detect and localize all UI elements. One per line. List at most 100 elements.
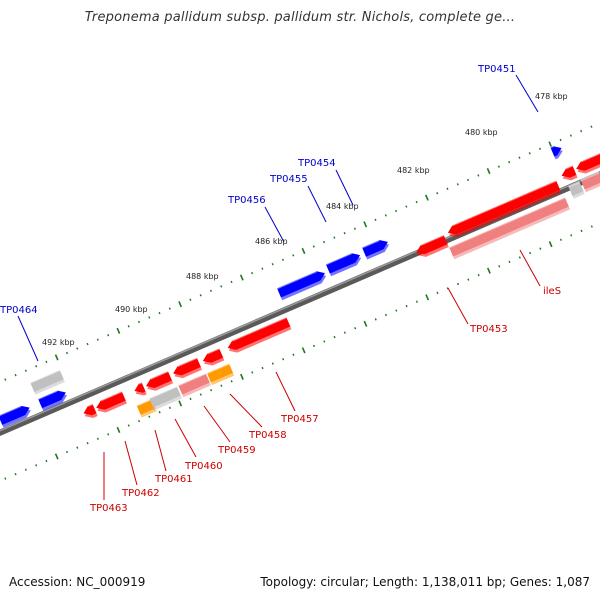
tick-mark <box>497 165 500 168</box>
gene-label-tp0462[interactable]: TP0462 <box>121 488 160 499</box>
feature-tp0451-marker[interactable] <box>550 143 564 160</box>
gene-label-tp0455[interactable]: TP0455 <box>269 174 308 185</box>
tick-mark <box>518 156 521 159</box>
tick-mark <box>178 301 183 308</box>
tick-mark <box>487 267 491 274</box>
tick-mark <box>189 397 192 401</box>
feature-light-right[interactable] <box>580 171 600 193</box>
scale-label-480: 480 kbp <box>465 128 498 137</box>
leader-tp0456 <box>264 206 285 243</box>
features-layer <box>0 143 600 428</box>
tick-mark <box>323 340 326 343</box>
gene-label-tp0461[interactable]: TP0461 <box>154 474 193 485</box>
feature-tp0461b[interactable] <box>144 370 174 393</box>
gene-label-tp0456[interactable]: TP0456 <box>227 195 266 206</box>
feature-tp0460[interactable] <box>171 356 203 381</box>
tick-mark <box>477 174 480 177</box>
tick-mark <box>548 241 553 248</box>
tick-mark <box>343 231 346 235</box>
tick-mark <box>436 192 439 195</box>
feature-tp0454[interactable] <box>361 237 391 260</box>
tick-mark <box>138 419 141 423</box>
accession-text: Accession: NC_000919 <box>9 575 146 589</box>
gene-label-tp0460[interactable]: TP0460 <box>184 461 223 472</box>
tick-mark <box>148 415 151 418</box>
tick-mark <box>282 357 285 361</box>
feature-grey-upper[interactable] <box>29 369 65 395</box>
feature-tp0463[interactable] <box>82 403 98 421</box>
feature-tp0457[interactable] <box>226 316 292 355</box>
summary-text: Topology: circular; Length: 1,138,011 bp… <box>260 575 590 589</box>
feature-rna-b[interactable] <box>206 362 235 386</box>
tick-mark <box>539 147 542 151</box>
feature-tp0453a[interactable] <box>414 234 449 260</box>
feature-tp0461[interactable] <box>132 381 147 398</box>
tick-mark <box>251 271 254 275</box>
tick-mark <box>508 260 511 264</box>
tick-mark <box>158 411 161 414</box>
tick-mark <box>415 300 418 303</box>
tick-mark <box>148 316 151 319</box>
tick-mark <box>220 285 223 288</box>
tick-mark <box>312 245 315 248</box>
scale-label-482: 482 kbp <box>397 166 430 175</box>
tick-mark <box>457 282 460 286</box>
tick-mark <box>65 351 69 355</box>
tick-mark <box>301 247 306 254</box>
tick-mark <box>467 178 470 182</box>
feature-tp0464a[interactable] <box>0 403 33 428</box>
feature-tp0459[interactable] <box>201 347 225 368</box>
feature-tp0455[interactable] <box>325 250 363 277</box>
feature-tp0458[interactable] <box>177 372 211 398</box>
tick-mark <box>559 238 562 241</box>
tick-mark <box>271 362 274 365</box>
scale-label-486: 486 kbp <box>255 237 288 246</box>
tick-mark <box>477 273 480 277</box>
feature-grey-lower[interactable] <box>148 385 182 411</box>
tick-mark <box>76 347 79 350</box>
tick-mark <box>292 353 295 356</box>
gene-label-tp0453[interactable]: TP0453 <box>469 324 508 335</box>
tick-mark <box>251 371 254 374</box>
gene-label-tp0454[interactable]: TP0454 <box>297 158 336 169</box>
tick-mark <box>168 406 171 410</box>
gene-label-tp0457[interactable]: TP0457 <box>280 414 319 425</box>
tick-mark <box>230 280 233 284</box>
tick-mark <box>374 318 377 321</box>
gene-label-tp0464[interactable]: TP0464 <box>0 305 38 316</box>
tick-mark <box>54 453 59 460</box>
gene-label-iles[interactable]: ileS <box>543 286 561 297</box>
feature-rna-a[interactable] <box>136 398 157 418</box>
feature-tp0464b[interactable] <box>37 388 69 411</box>
leader-tp0459 <box>203 405 231 443</box>
leader-tp0453 <box>447 287 469 325</box>
feature-grey-right[interactable] <box>568 181 585 199</box>
tick-mark <box>199 393 202 396</box>
tick-mark <box>424 194 429 201</box>
tick-mark <box>384 214 387 217</box>
leader-tp0464 <box>17 315 39 362</box>
map-title: Treponema pallidum subsp. pallidum str. … <box>84 10 516 25</box>
tick-mark <box>415 200 418 204</box>
tick-mark <box>14 472 17 476</box>
tick-mark <box>508 160 511 164</box>
feature-tp0456[interactable] <box>276 269 328 301</box>
feature-iles-a[interactable] <box>560 164 578 183</box>
gene-label-tp0458[interactable]: TP0458 <box>248 430 287 441</box>
feature-tp0453-light[interactable] <box>448 196 571 260</box>
tick-mark <box>65 450 69 454</box>
gene-label-tp0459[interactable]: TP0459 <box>217 445 256 456</box>
feature-tp0453b[interactable] <box>446 179 562 240</box>
gene-label-tp0451[interactable]: TP0451 <box>477 64 516 75</box>
tick-mark <box>24 468 27 471</box>
tick-mark <box>580 229 583 233</box>
tick-mark <box>158 311 161 315</box>
tick-mark <box>446 187 449 190</box>
tick-mark <box>353 227 356 230</box>
tick-mark <box>86 442 89 445</box>
tick-mark <box>127 424 130 427</box>
tick-mark <box>209 289 212 293</box>
feature-tp0462[interactable] <box>94 390 127 415</box>
gene-label-tp0463[interactable]: TP0463 <box>89 503 128 514</box>
